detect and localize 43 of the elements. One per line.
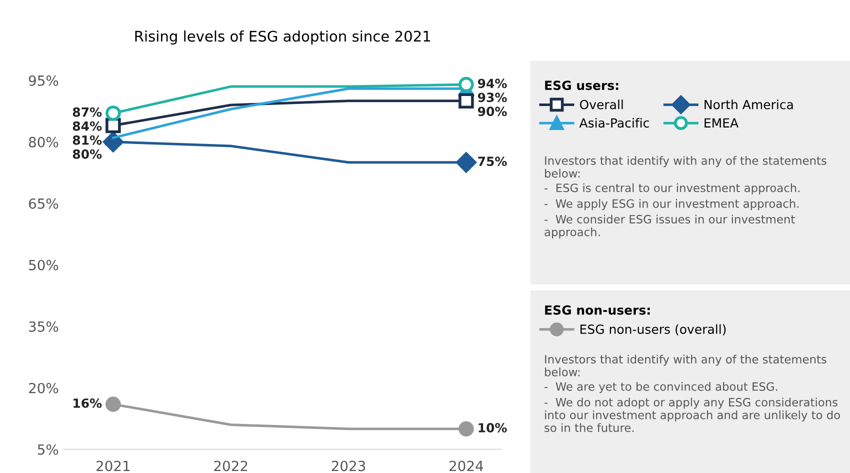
legend-label: ESG non-users (overall) (580, 324, 726, 336)
point (458, 93, 474, 109)
text: ESG non-users: (545, 305, 650, 315)
y-tick-label: 5% (38, 444, 58, 455)
text: - We are yet to be convinced about ESG. (544, 382, 778, 394)
data-label: 94% (478, 78, 507, 88)
data-label: 93% (478, 92, 507, 102)
y-tick-label: 95% (28, 75, 58, 86)
y-tick-label: 50% (29, 260, 58, 270)
text: Investors that identify with any of the statements below: (545, 156, 826, 178)
y-tick-label: 80% (28, 136, 58, 148)
text: ESG users: (545, 80, 618, 90)
point (106, 106, 121, 121)
data-label: 16% (74, 398, 102, 408)
data-label: 81% (72, 135, 102, 145)
y-tick-label: 65% (28, 198, 58, 209)
x-tick-label: 2023 (332, 460, 366, 472)
text: - We do not adopt or apply any ESG considerations into our investment approach and are unlikely to do so in the future. (544, 398, 840, 432)
text: - We apply ESG in our investment approach. (544, 199, 799, 210)
data-label: 80% (72, 149, 102, 159)
text: - ESG is central to our investment approach. (544, 183, 800, 194)
text: Investors that identify with any of the statements below: (545, 354, 826, 376)
point (106, 396, 121, 412)
point (106, 118, 121, 134)
data-label: 10% (478, 423, 507, 432)
point (456, 152, 476, 173)
legend-label: EMEA (704, 118, 738, 128)
x-tick-label: 2021 (96, 460, 130, 472)
data-label: 90% (478, 106, 507, 116)
data-label: 87% (72, 107, 102, 117)
y-tick-label: 20% (29, 382, 58, 394)
x-tick-label: 2022 (214, 460, 248, 472)
legend-label: Overall (580, 100, 623, 110)
text: - We consider ESG issues in our investment approach. (544, 214, 795, 238)
y-tick-label: 35% (29, 321, 58, 332)
x-tick-label: 2024 (450, 460, 484, 472)
legend-label: Asia-Pacific (579, 118, 649, 128)
data-label: 84% (72, 121, 102, 131)
chart-title: Rising levels of ESG adoption since 2021 (135, 30, 430, 45)
point (458, 76, 474, 92)
legend-label: North America (704, 100, 793, 110)
data-label: 75% (478, 156, 507, 166)
point (458, 421, 474, 436)
